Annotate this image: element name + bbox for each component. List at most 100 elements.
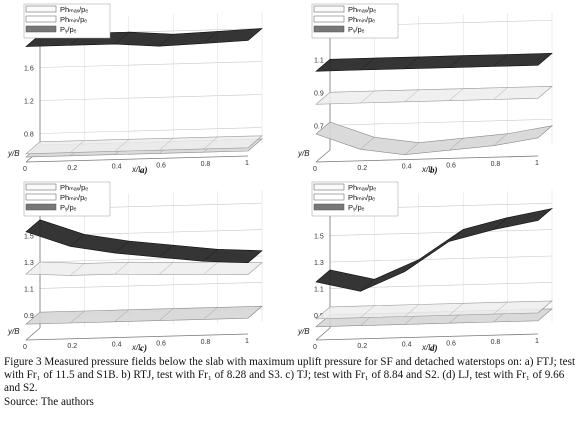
surface-mesh-line <box>159 262 174 275</box>
x-tick-label: 0.8 <box>201 161 211 168</box>
z-tick-label: 1.6 <box>24 66 34 73</box>
legend-label-1: Phₘₐₓ/pₑ <box>348 183 376 192</box>
grid-line <box>329 229 553 236</box>
legend-label-3: Pᵧ/pₑ <box>348 203 365 212</box>
surface-mesh-line <box>203 262 218 275</box>
grid-line <box>39 94 263 101</box>
surface-series-3 <box>25 305 263 325</box>
x-tick-label: 1 <box>245 160 249 167</box>
x-tick-label: 0.8 <box>201 339 211 346</box>
surface-mesh-line <box>203 136 218 150</box>
y-axis-label: y/B <box>7 149 20 158</box>
surface-mesh-line <box>537 300 553 314</box>
caption-source: Source: The authors <box>4 395 94 408</box>
legend-swatch-1 <box>313 5 345 13</box>
surface-mesh-line <box>449 229 464 242</box>
legend-label-1: Phₘₐₓ/pₑ <box>60 5 88 14</box>
surface-mesh-line <box>493 87 508 100</box>
surface-mesh-line <box>493 54 508 67</box>
surface-mesh-line <box>25 261 41 275</box>
x-axis-label: x/L <box>131 165 143 174</box>
legend-label-3: Pᵧ/pₑ <box>348 25 365 34</box>
surface-mesh-line <box>203 249 218 262</box>
surface-mesh-line <box>493 133 508 146</box>
y-axis-label: y/B <box>297 327 310 336</box>
chart-svg-c: 0.91.11.31.51.700.20.40.60.81x/Ly/BPhₘₐₓ… <box>7 181 263 353</box>
y-axis-line <box>315 327 331 341</box>
panel-label: a) <box>140 165 148 175</box>
legend-swatch-2 <box>313 193 345 201</box>
surface-mesh-line <box>114 240 129 254</box>
z-tick-label: 1.3 <box>314 260 324 267</box>
surface-mesh-line <box>449 303 464 316</box>
surface-mesh-line <box>404 89 419 103</box>
grid-line <box>329 255 553 263</box>
legend-swatch-3 <box>25 203 57 211</box>
surface-mesh-line <box>70 140 85 153</box>
pressure-figure: 0.81.21.6200.20.40.60.81x/Ly/BPhₘₐₓ/pₑPh… <box>0 0 578 354</box>
surface-mesh-line <box>449 88 464 101</box>
surface-mesh-line <box>537 125 553 139</box>
surface-mesh-line <box>537 308 553 321</box>
surface-series-2 <box>315 85 553 105</box>
surface-mesh-line <box>315 121 331 135</box>
legend-label-2: Phₘᵢₙ/pₑ <box>348 15 375 24</box>
surface-mesh-line <box>114 31 129 45</box>
surface-mesh-line <box>114 262 129 275</box>
x-tick-label: 0 <box>23 344 27 351</box>
chart-svg-a: 0.81.21.6200.20.40.60.81x/Ly/BPhₘₐₓ/pₑPh… <box>7 3 263 175</box>
surface-mesh-line <box>247 262 263 275</box>
figure-caption: Figure 3 Measured pressure fields below … <box>4 356 578 409</box>
x-axis-line <box>315 155 539 163</box>
surface-mesh-line <box>360 305 375 318</box>
surface-mesh-line <box>315 306 331 320</box>
x-tick-label: 0.2 <box>357 165 367 172</box>
surface-mesh-line <box>70 310 85 324</box>
x-tick-label: 0.6 <box>156 162 166 169</box>
x-tick-label: 0.6 <box>446 162 456 169</box>
panel-label: c) <box>140 343 147 353</box>
surface-mesh-line <box>159 245 174 258</box>
z-tick-label: 1.5 <box>314 234 324 241</box>
surface-series-1 <box>25 219 263 264</box>
grid-line <box>39 282 263 289</box>
surface-series-1 <box>315 52 553 72</box>
surface-mesh-line <box>247 138 263 152</box>
x-tick-label: 0.2 <box>67 343 77 350</box>
surface-mesh-line <box>315 269 331 283</box>
z-tick-label: 1.1 <box>24 286 34 293</box>
x-axis-line <box>315 333 539 341</box>
surface-mesh-line <box>493 217 508 230</box>
surface-mesh-line <box>404 259 419 272</box>
surface-series-2 <box>25 135 263 155</box>
x-tick-label: 0.2 <box>357 343 367 350</box>
legend-label-2: Phₘᵢₙ/pₑ <box>348 193 375 202</box>
z-tick-label: 1.5 <box>24 234 34 241</box>
legend-swatch-2 <box>313 15 345 23</box>
surface-mesh-line <box>25 219 41 232</box>
surface-mesh-line <box>493 301 508 315</box>
legend-label-2: Phₘᵢₙ/pₑ <box>60 193 87 202</box>
chart-panel-b: 0.70.91.11.300.20.40.60.81x/Ly/BPhₘₐₓ/pₑ… <box>290 0 578 176</box>
legend-label-3: Pᵧ/pₑ <box>60 203 77 212</box>
surface-mesh-line <box>360 90 375 104</box>
surface-series-3 <box>315 121 554 156</box>
surface-mesh-line <box>159 137 174 151</box>
surface-mesh-line <box>315 92 331 105</box>
chart-panel-d: 0.91.11.31.51.700.20.40.60.81x/Ly/BPhₘₐₓ… <box>290 178 578 354</box>
surface-mesh-line <box>114 309 129 322</box>
caption-text: Figure 3 Measured pressure fields below … <box>4 356 576 395</box>
surface-mesh-line <box>537 86 553 99</box>
surface-mesh-line <box>25 312 41 325</box>
legend-swatch-3 <box>25 25 57 33</box>
surface-mesh-line <box>247 28 263 41</box>
chart-svg-b: 0.70.91.11.300.20.40.60.81x/Ly/BPhₘₐₓ/pₑ… <box>297 3 554 175</box>
surface-mesh-line <box>537 208 553 221</box>
x-tick-label: 0.4 <box>402 342 412 349</box>
chart-panel-a: 0.81.21.6200.20.40.60.81x/Ly/BPhₘₐₓ/pₑPh… <box>0 0 288 176</box>
surface-mesh-line <box>203 307 218 320</box>
panel-label: b) <box>430 165 438 175</box>
grid-line <box>329 118 553 126</box>
z-tick-label: 0.8 <box>24 132 34 139</box>
legend-label-3: Pᵧ/pₑ <box>60 25 77 34</box>
